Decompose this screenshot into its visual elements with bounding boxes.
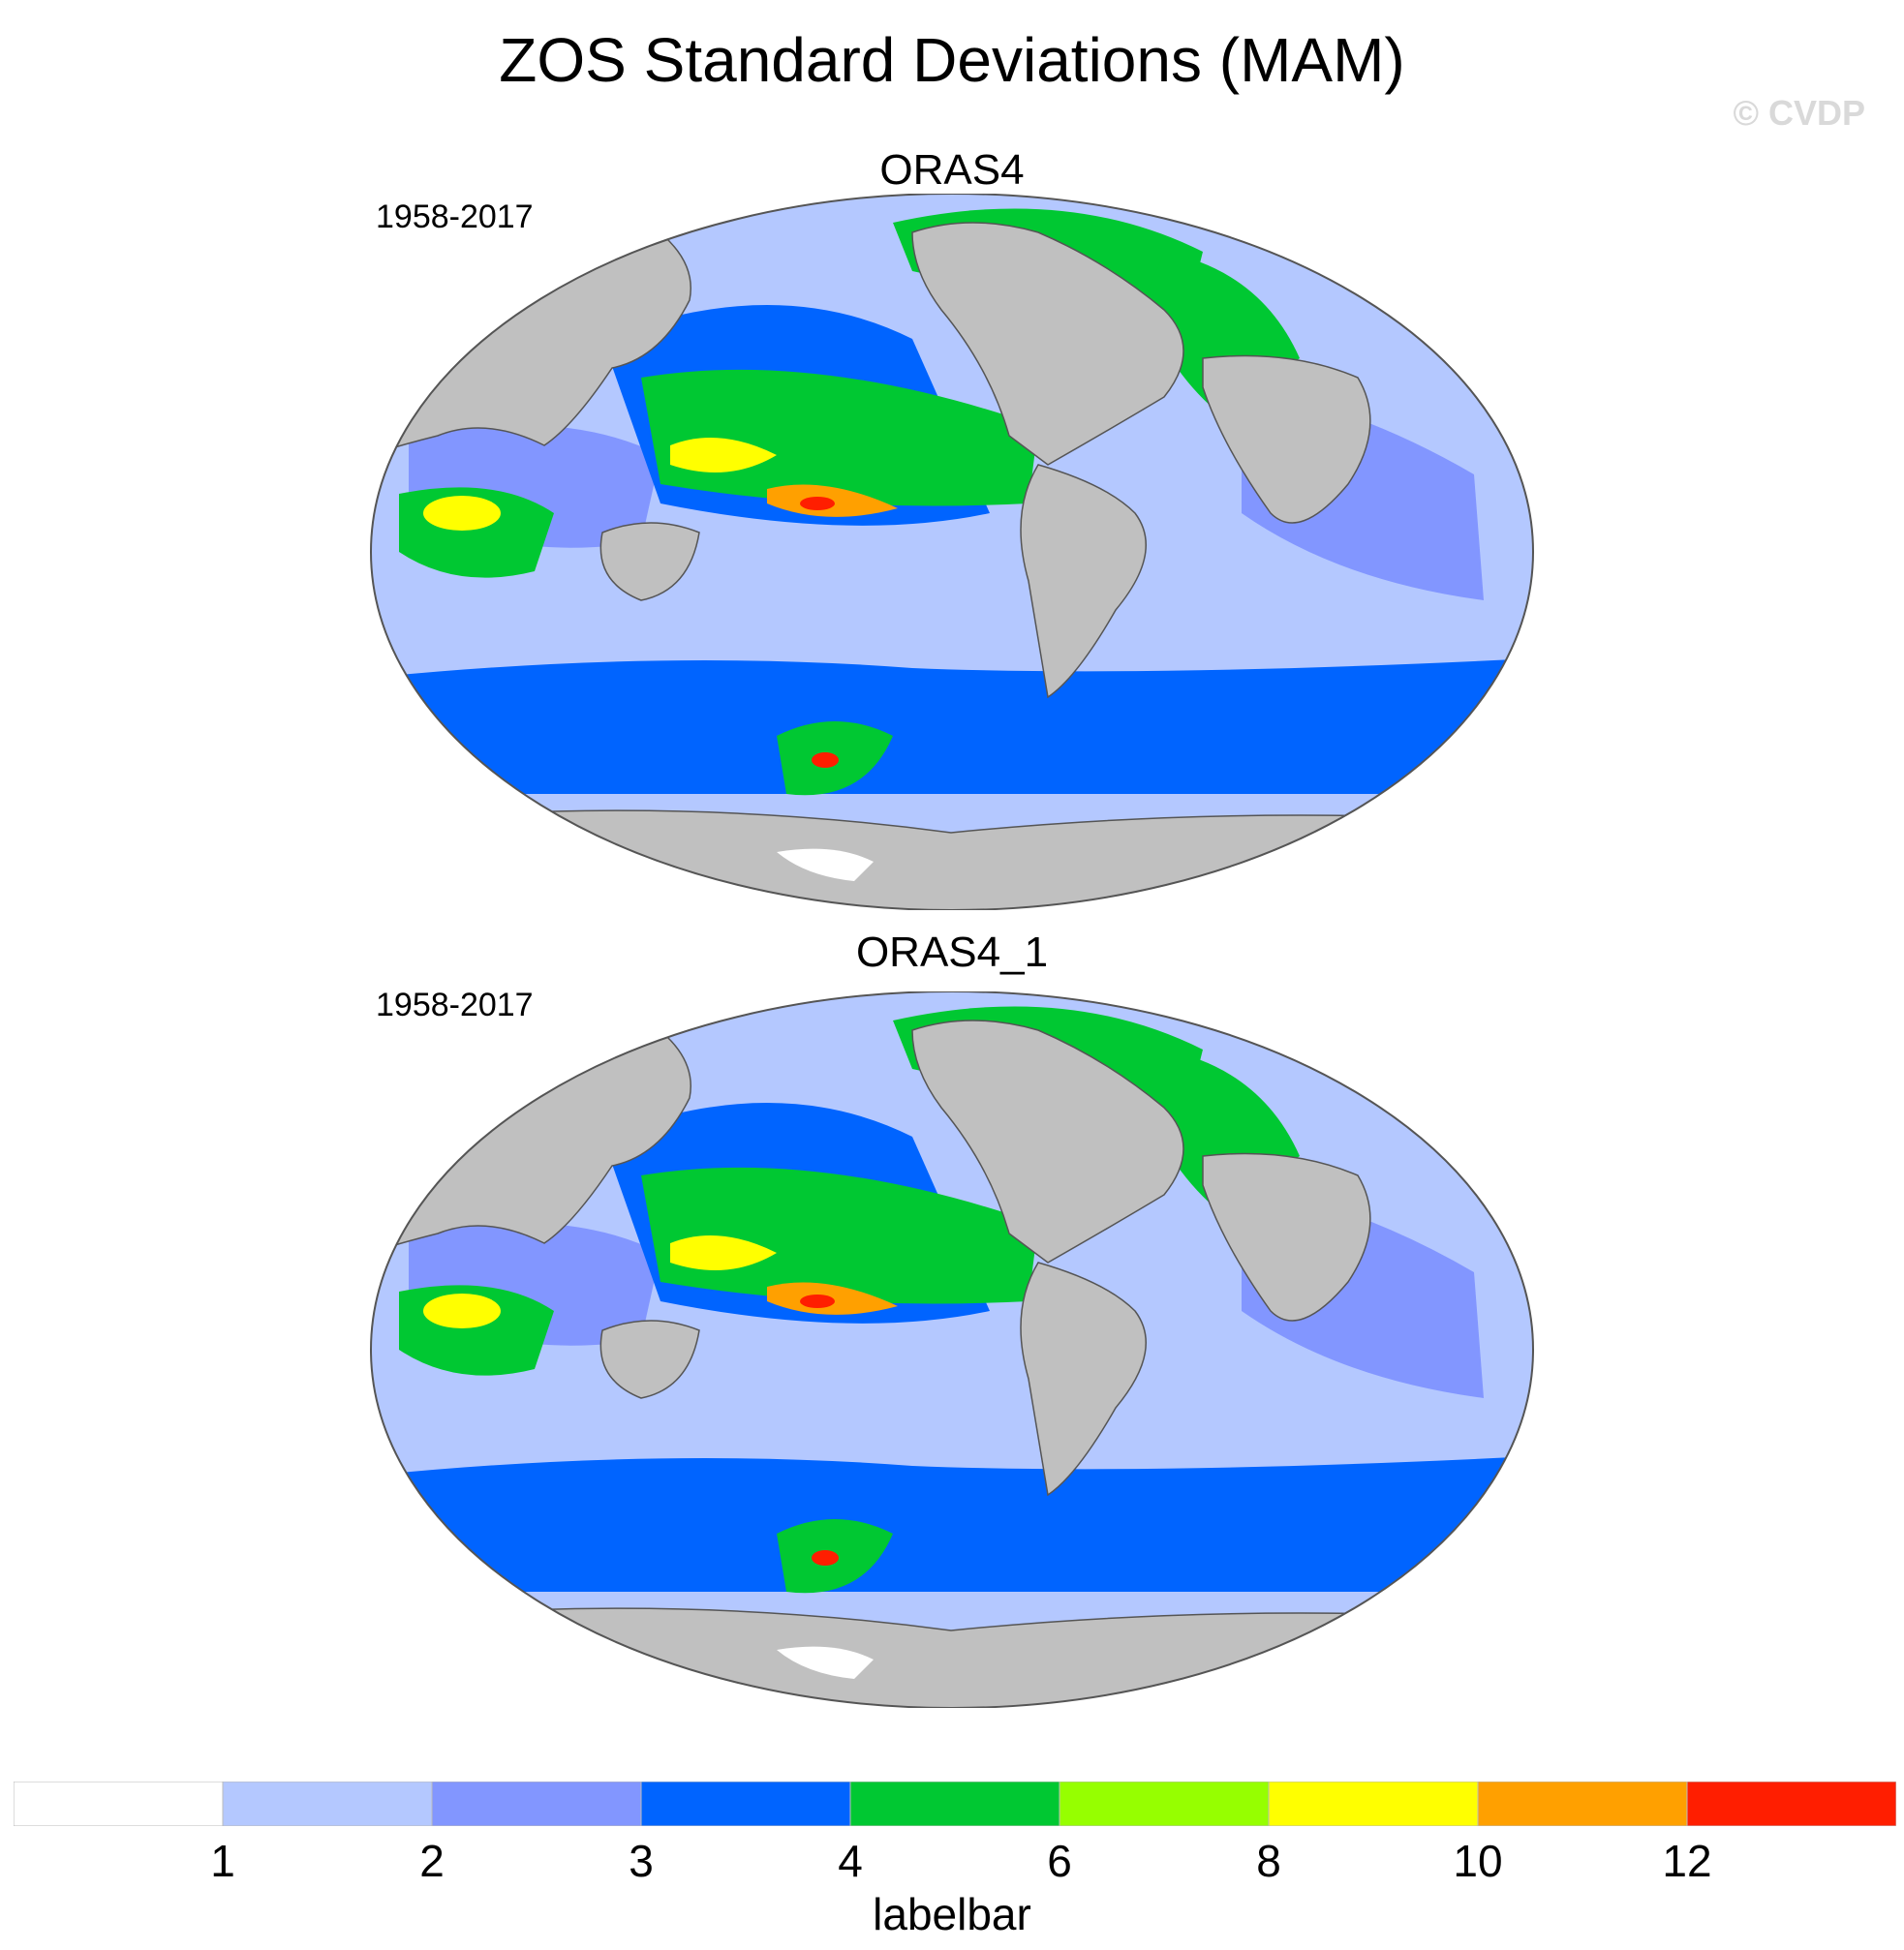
colorbar — [14, 1782, 1896, 1826]
panel-title-1: ORAS4 — [879, 146, 1025, 194]
map-panel-2 — [370, 991, 1534, 1708]
north-america-land — [911, 1020, 1184, 1264]
colorbar-tick-label: 10 — [1453, 1836, 1503, 1886]
equatorial-pacific-field — [641, 369, 1038, 506]
colorbar-swatch — [640, 1782, 851, 1826]
africa-land — [1202, 1152, 1371, 1322]
south-indian-max — [423, 496, 501, 531]
colorbar-tick-label: 8 — [1256, 1836, 1281, 1886]
colorbar-tick-label: 12 — [1662, 1836, 1712, 1886]
australia-land — [599, 522, 700, 601]
southern-ocean-field — [371, 1456, 1533, 1592]
colorbar-swatch — [849, 1782, 1060, 1826]
colorbar-swatches — [14, 1782, 1896, 1826]
colorbar-swatch — [14, 1782, 224, 1826]
panel-period-2: 1958-2017 — [376, 987, 534, 1023]
africa-land — [1202, 354, 1371, 524]
warm-pool-max — [670, 438, 777, 472]
southern-pacific-core — [812, 752, 839, 768]
missing-data-patch — [777, 1646, 874, 1679]
colorbar-tick-label: 1 — [210, 1836, 235, 1886]
colorbar-swatch — [1477, 1782, 1688, 1826]
colorbar-tick-label: 6 — [1047, 1836, 1072, 1886]
page-title: ZOS Standard Deviations (MAM) — [499, 25, 1405, 95]
south-america-land — [1020, 464, 1147, 699]
colorbar-tick-label: 2 — [419, 1836, 445, 1886]
southern-ocean-field — [371, 658, 1533, 794]
north-america-land — [911, 222, 1184, 466]
colorbar-swatch — [1268, 1782, 1479, 1826]
watermark: © CVDP — [1733, 93, 1865, 133]
panel-title-2: ORAS4_1 — [855, 929, 1049, 976]
south-indian-max — [423, 1294, 501, 1328]
colorbar-label: labelbar — [873, 1889, 1031, 1939]
colorbar-swatch — [222, 1782, 433, 1826]
map-panel-1 — [370, 194, 1534, 910]
colorbar-tick-label: 3 — [629, 1836, 654, 1886]
colorbar-swatch — [1686, 1782, 1896, 1826]
colorbar-tick-label: 4 — [838, 1836, 863, 1886]
south-america-land — [1020, 1262, 1147, 1497]
map-outline — [370, 991, 1534, 1708]
equatorial-core — [800, 1295, 835, 1308]
warm-pool-max — [670, 1235, 777, 1270]
australia-land — [599, 1320, 700, 1399]
missing-data-patch — [777, 848, 874, 881]
colorbar-swatch — [431, 1782, 642, 1826]
panel-period-1: 1958-2017 — [376, 198, 534, 235]
world-map-2 — [370, 991, 1534, 1708]
world-map-1 — [370, 194, 1534, 910]
equatorial-pacific-field — [641, 1167, 1038, 1304]
map-outline — [370, 194, 1534, 910]
southern-pacific-core — [812, 1550, 839, 1566]
equatorial-core — [800, 497, 835, 510]
colorbar-swatch — [1059, 1782, 1270, 1826]
